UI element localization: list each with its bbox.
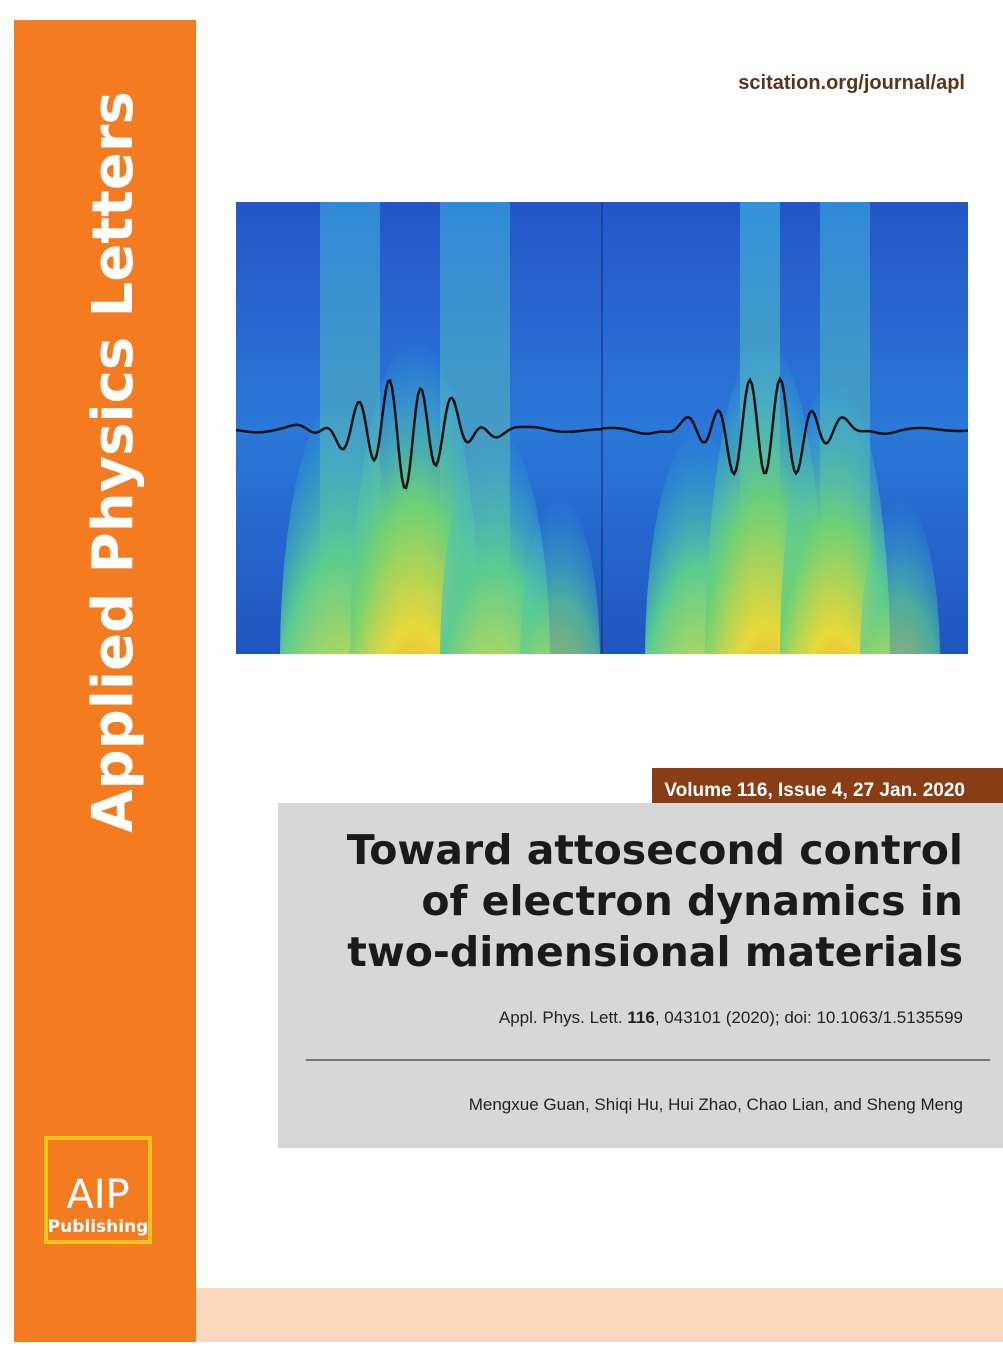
- cover: Applied Physics Letters AIP Publishing s…: [0, 0, 1003, 1342]
- footer-band: [196, 1288, 1003, 1342]
- logo-top: AIP: [66, 1172, 129, 1218]
- title-line: two-dimensional materials: [347, 928, 963, 976]
- logo-bottom: Publishing: [48, 1217, 149, 1237]
- citation-prefix: Appl. Phys. Lett.: [499, 1008, 628, 1027]
- authors: Mengxue Guan, Shiqi Hu, Hui Zhao, Chao L…: [469, 1095, 963, 1114]
- title-line: Toward attosecond control: [347, 826, 963, 874]
- journal-name: Applied Physics Letters: [81, 91, 146, 833]
- journal-url: scitation.org/journal/apl: [738, 72, 965, 94]
- citation: Appl. Phys. Lett. 116, 043101 (2020); do…: [499, 1008, 963, 1027]
- title-line: of electron dynamics in: [421, 877, 963, 925]
- issue-info: Volume 116, Issue 4, 27 Jan. 2020: [664, 780, 965, 801]
- citation-volume: 116: [627, 1008, 654, 1027]
- citation-suffix: , 043101 (2020); doi: 10.1063/1.5135599: [655, 1008, 963, 1027]
- page: Applied Physics Letters AIP Publishing s…: [0, 0, 1003, 1342]
